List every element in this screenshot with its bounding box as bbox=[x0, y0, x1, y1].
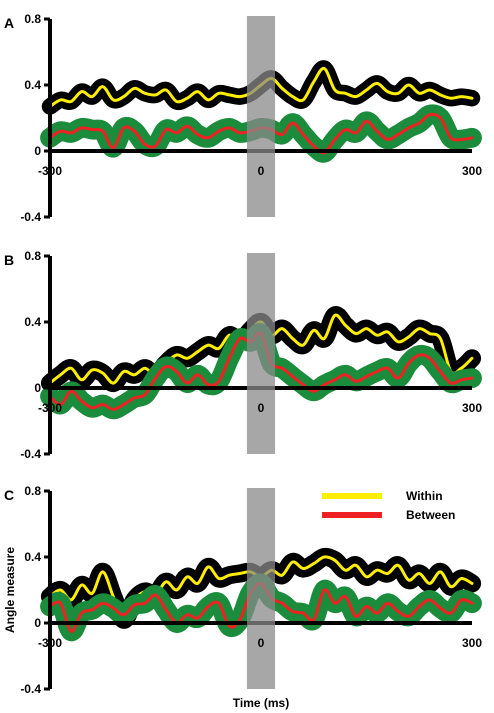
legend: Within Between bbox=[322, 489, 455, 522]
x-tick-label: 300 bbox=[462, 636, 482, 650]
event-window-shade bbox=[246, 16, 276, 217]
legend-label-between: Between bbox=[406, 508, 455, 522]
y-tick-label: 0.4 bbox=[24, 315, 41, 329]
panel-label: A bbox=[4, 15, 14, 31]
y-tick-label: 0.8 bbox=[24, 249, 41, 263]
y-tick-label: -0.4 bbox=[20, 210, 41, 224]
y-tick-label: -0.4 bbox=[20, 682, 41, 696]
x-tick-label: 0 bbox=[258, 636, 265, 650]
y-tick-label: 0.4 bbox=[24, 550, 41, 564]
event-window-shade bbox=[246, 253, 276, 454]
x-tick-label: 300 bbox=[462, 401, 482, 415]
y-tick-label: 0.8 bbox=[24, 12, 41, 26]
x-axis-title: Time (ms) bbox=[233, 696, 289, 710]
y-tick-label: 0 bbox=[34, 381, 41, 395]
x-tick-label: -300 bbox=[38, 636, 62, 650]
legend-label-within: Within bbox=[406, 489, 443, 503]
y-tick-label: 0 bbox=[34, 616, 41, 630]
panel-label: B bbox=[4, 252, 14, 268]
panel-label: C bbox=[4, 487, 14, 503]
chart-panel-a: 0.8 0.4 0 -0.4 -300 0 300 A bbox=[4, 12, 482, 224]
x-tick-label: 300 bbox=[462, 164, 482, 178]
y-tick-label: -0.4 bbox=[20, 447, 41, 461]
x-tick-label: 0 bbox=[258, 164, 265, 178]
chart-panel-c: 0.8 0.4 0 -0.4 -300 0 300 C Angle measure Time (m… bbox=[3, 484, 482, 710]
x-tick-label: -300 bbox=[38, 401, 62, 415]
x-tick-label: -300 bbox=[38, 164, 62, 178]
event-window-shade bbox=[246, 488, 276, 689]
y-axis-title: Angle measure bbox=[3, 547, 17, 633]
y-tick-label: 0.4 bbox=[24, 78, 41, 92]
y-tick-label: 0.8 bbox=[24, 484, 41, 498]
y-tick-label: 0 bbox=[34, 144, 41, 158]
x-tick-label: 0 bbox=[258, 401, 265, 415]
chart-panel-b: 0.8 0.4 0 -0.4 -300 0 300 B bbox=[4, 249, 482, 461]
